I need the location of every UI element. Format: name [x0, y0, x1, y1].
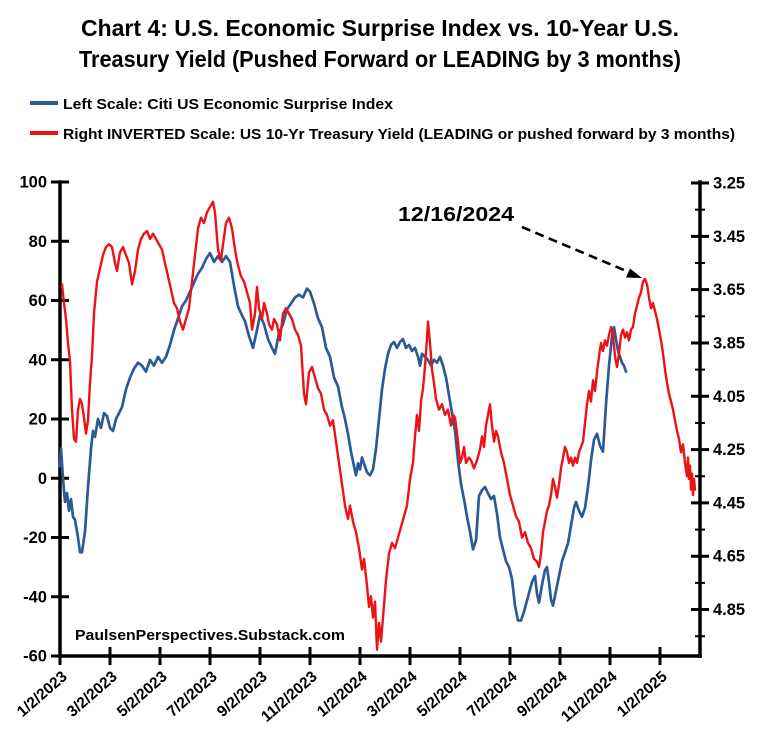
right-axis-tick-label: 3.65: [713, 281, 745, 299]
chart-title-line2: Treasury Yield (Pushed Forward or LEADIN…: [79, 46, 681, 72]
x-axis-tick-label: 11/2/2024: [558, 668, 621, 726]
left-axis-tick-label: 20: [29, 411, 47, 429]
right-axis-tick-label: 3.25: [713, 175, 745, 193]
x-axis-tick-label: 1/2/2023: [14, 668, 71, 721]
x-axis-tick-label: 3/2/2024: [364, 668, 421, 721]
left-axis-tick-label: 80: [29, 233, 47, 251]
left-axis-tick-label: -40: [23, 588, 47, 606]
x-axis-tick-label: 11/2/2023: [258, 668, 321, 726]
right-axis-tick-label: 4.85: [713, 601, 745, 619]
yield-line: [60, 200, 697, 651]
right-axis-tick-label: 4.65: [713, 548, 745, 566]
x-axis-tick-label: 7/2/2024: [464, 668, 521, 721]
left-axis-tick-label: 0: [38, 470, 47, 488]
right-axis-tick-label: 4.05: [713, 388, 745, 406]
yield-legend-label: Right INVERTED Scale: US 10-Yr Treasury …: [63, 126, 735, 143]
right-axis-tick-label: 3.45: [713, 228, 745, 246]
left-axis-tick-label: 60: [29, 292, 47, 310]
right-axis-tick-label: 4.45: [713, 494, 745, 512]
x-axis-tick-label: 5/2/2023: [114, 668, 171, 721]
right-axis-tick-label: 3.85: [713, 334, 745, 352]
watermark-text: PaulsenPerspectives.Substack.com: [75, 627, 345, 644]
right-axis-tick-label: 4.25: [713, 441, 745, 459]
x-axis-tick-label: 1/2/2025: [614, 668, 671, 721]
left-axis-tick-label: -60: [23, 648, 47, 666]
legend: Left Scale: Citi US Economic Surprise In…: [30, 96, 735, 143]
data-series: [58, 200, 697, 651]
left-axis-tick-label: 40: [29, 351, 47, 369]
annotation-date-label: 12/16/2024: [398, 204, 515, 226]
annotation-arrow-head: [626, 268, 642, 278]
esi-line: [58, 251, 628, 622]
chart-title-line1: Chart 4: U.S. Economic Surprise Index vs…: [81, 15, 679, 41]
x-axis-tick-label: 1/2/2024: [314, 668, 371, 721]
x-axis-tick-label: 7/2/2023: [164, 668, 221, 721]
annotation: 12/16/2024: [398, 204, 642, 278]
annotation-arrow-line: [521, 225, 632, 275]
left-axis-tick-label: -20: [23, 529, 47, 547]
x-axis-tick-label: 3/2/2023: [64, 668, 121, 721]
esi-legend-label: Left Scale: Citi US Economic Surprise In…: [63, 96, 394, 113]
left-axis-tick-label: 100: [19, 174, 47, 192]
x-axis-tick-label: 5/2/2024: [414, 668, 471, 721]
